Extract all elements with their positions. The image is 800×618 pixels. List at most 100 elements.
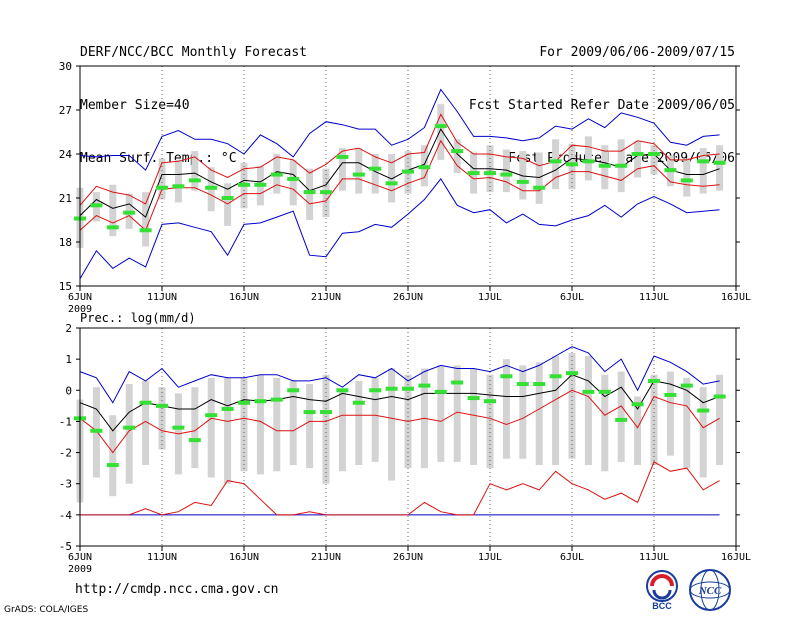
temp-median-mark <box>549 159 562 164</box>
source-url[interactable]: http://cmdp.ncc.cma.gov.cn <box>75 582 279 597</box>
prec-ytick-label: -2 <box>59 447 72 460</box>
prec-box <box>191 387 199 469</box>
prec-median-mark <box>549 374 562 379</box>
prec-xtick-label: 11JUL <box>639 552 669 563</box>
prec-median-mark <box>615 417 628 422</box>
temp-median-mark <box>156 185 168 190</box>
prec-median-mark <box>566 371 578 376</box>
prec-median-mark <box>238 400 250 405</box>
temp-min-line <box>79 178 720 279</box>
prec-ytick-label: 0 <box>65 384 72 397</box>
temp-median-mark <box>205 185 218 190</box>
prec-box <box>256 374 264 475</box>
prec-median-mark <box>680 383 693 388</box>
prec-median-mark <box>533 382 546 387</box>
temp-xtick-label: 6JUN <box>68 292 92 303</box>
prec-box <box>650 374 658 466</box>
temp-median-mark <box>451 149 464 154</box>
prec-upper-line <box>79 389 720 454</box>
prec-median-mark <box>188 438 201 443</box>
prec-box <box>535 362 543 466</box>
prec-box <box>568 352 576 459</box>
temp-xtick-label: 16JUL <box>721 292 751 303</box>
prec-box <box>601 374 609 472</box>
temp-ytick-label: 21 <box>59 192 72 205</box>
temp-median-mark <box>336 154 349 159</box>
prec-median-mark <box>106 463 119 468</box>
prec-box <box>683 377 691 469</box>
temp-median-mark <box>188 178 201 183</box>
prec-max-line <box>79 346 720 404</box>
temp-median-mark <box>566 162 578 167</box>
prec-median-mark <box>320 410 332 415</box>
temp-median-mark <box>320 190 332 195</box>
temp-median-mark <box>90 203 103 208</box>
prec-box <box>371 377 379 462</box>
prec-median-mark <box>352 400 365 405</box>
prec-xtick-label: 26JUN <box>393 552 423 563</box>
temp-ytick-label: 15 <box>59 280 72 293</box>
temp-median-mark <box>254 182 267 187</box>
prec-median-mark <box>139 400 152 405</box>
prec-xtick-label: 6JUL <box>560 552 584 563</box>
prec-lower-line <box>80 461 720 516</box>
prec-median-mark <box>467 396 480 401</box>
prec-box <box>322 374 330 484</box>
prec-xtick-label: 16JUN <box>229 552 259 563</box>
prec-median-mark <box>172 425 185 430</box>
temp-median-mark <box>484 171 496 176</box>
temp-box <box>716 145 724 191</box>
prec-box <box>716 374 724 466</box>
prec-median-mark <box>500 374 513 379</box>
temp-median-mark <box>615 163 628 168</box>
prec-box <box>158 387 166 450</box>
temp-median-mark <box>369 166 382 171</box>
temp-median-mark <box>434 124 447 129</box>
prec-box <box>388 368 396 481</box>
prec-box <box>666 371 674 456</box>
temp-median-mark <box>516 179 529 184</box>
bcc-logo-text: BCC <box>652 601 672 611</box>
prec-median-mark <box>434 389 447 394</box>
prec-xtick-label: 11JUN <box>147 552 177 563</box>
prec-ytick-label: 2 <box>65 322 72 335</box>
prec-median-mark <box>205 413 218 418</box>
temp-xtick-label: 1JUL <box>478 292 502 303</box>
prec-ytick-label: -1 <box>59 415 72 428</box>
temp-box <box>371 154 379 194</box>
prec-median-mark <box>664 392 677 397</box>
prec-box <box>109 415 117 497</box>
prec-box <box>437 365 445 462</box>
temp-box <box>306 168 314 220</box>
prec-box <box>519 365 527 459</box>
member-size: Member Size=40 <box>80 98 190 113</box>
temp-ytick-label: 24 <box>59 148 73 161</box>
temp-box <box>437 104 445 160</box>
temp-median-mark <box>664 168 677 173</box>
temp-xtick-label: 21JUN <box>311 292 341 303</box>
temp-median-mark <box>680 178 693 183</box>
temp-median-mark <box>402 169 414 174</box>
prec-box <box>699 387 707 478</box>
temp-box <box>142 192 150 247</box>
prec-median-mark <box>336 388 349 393</box>
prec-median-mark <box>402 386 414 391</box>
temp-median-mark <box>238 182 250 187</box>
prec-ytick-label: -4 <box>59 509 73 522</box>
forecast-period: For 2009/06/06-2009/07/15 <box>539 45 735 60</box>
prec-box <box>125 384 133 484</box>
temp-median-mark <box>648 152 660 156</box>
temp-median-mark <box>631 152 644 156</box>
prec-year-label: 2009 <box>68 564 92 575</box>
temp-xtick-label: 11JUN <box>147 292 177 303</box>
temp-median-mark <box>139 228 152 233</box>
temp-median-mark <box>287 176 300 181</box>
prec-box <box>338 390 346 472</box>
prec-median-mark <box>582 389 595 394</box>
prec-median-mark <box>418 383 431 388</box>
temp-xtick-label: 6JUL <box>560 292 584 303</box>
prec-median-mark <box>713 394 726 399</box>
prec-title: Prec.: log(mm/d) <box>80 311 196 325</box>
temp-max-line <box>79 88 720 171</box>
